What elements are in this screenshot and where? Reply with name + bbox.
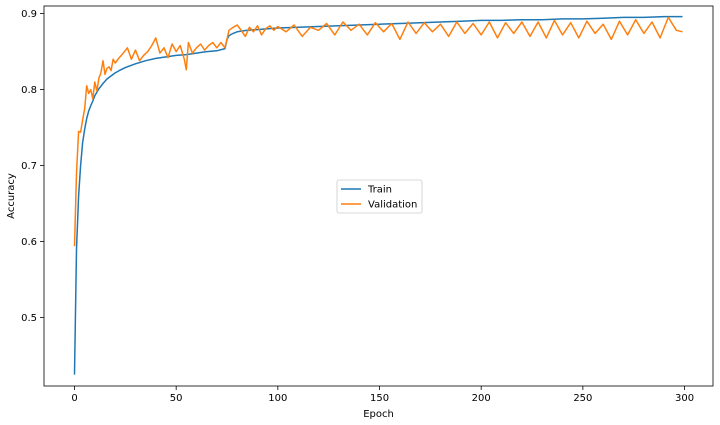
y-tick-label: 0.6 <box>21 237 37 248</box>
x-tick-label: 300 <box>675 393 694 404</box>
x-tick-label: 50 <box>170 393 183 404</box>
y-tick-label: 0.9 <box>21 9 37 20</box>
series-layer <box>73 15 683 375</box>
x-tick-label: 250 <box>573 393 592 404</box>
y-axis-label: Accuracy <box>6 173 17 219</box>
x-axis-label: Epoch <box>363 409 394 420</box>
legend-label-train: Train <box>367 185 392 196</box>
y-tick-label: 0.5 <box>21 313 37 324</box>
plot-frame <box>43 5 714 387</box>
x-tick-label: 0 <box>71 393 77 404</box>
y-tick-label: 0.8 <box>21 85 37 96</box>
x-axis: 0 50 100 150 200 250 300 <box>71 386 694 404</box>
legend: Train Validation <box>336 179 423 214</box>
y-axis: 0.5 0.6 0.7 0.8 0.9 <box>21 9 44 324</box>
y-tick-label: 0.7 <box>21 161 37 172</box>
legend-label-validation: Validation <box>368 200 417 211</box>
x-tick-label: 200 <box>472 393 491 404</box>
series-line-validation <box>73 16 683 247</box>
x-tick-label: 150 <box>370 393 389 404</box>
plot-border <box>43 5 714 387</box>
x-tick-label: 100 <box>268 393 287 404</box>
series-line-train <box>73 15 683 375</box>
